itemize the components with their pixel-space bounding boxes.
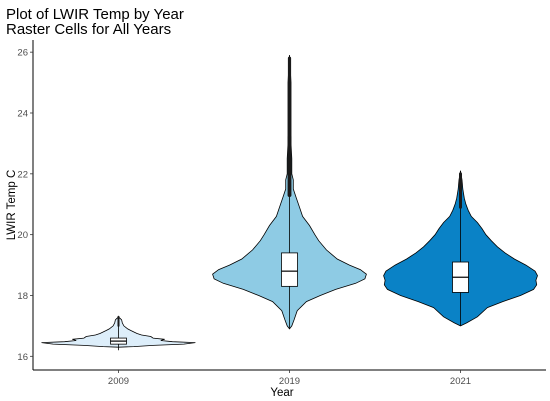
x-tick-label: 2019: [279, 376, 300, 387]
chart-title: Plot of LWIR Temp by Year: [6, 6, 184, 23]
x-tick-label: 2009: [108, 376, 129, 387]
y-tick-label: 18: [17, 291, 28, 302]
boxplot-layer: [110, 55, 469, 351]
chart-subtitle: Raster Cells for All Years: [6, 21, 172, 38]
y-axis-ticks: 16 18 20 22 24 26: [17, 48, 33, 363]
y-tick-label: 20: [17, 230, 28, 241]
box-2019: [281, 252, 298, 287]
y-axis-title: LWIR Temp C: [6, 170, 18, 241]
x-tick-label: 2021: [450, 376, 471, 387]
x-axis-ticks: 2009 2019 2021: [108, 370, 471, 387]
y-tick-label: 26: [17, 48, 28, 59]
y-tick-label: 24: [17, 108, 28, 119]
y-tick-label: 22: [17, 169, 28, 180]
x-axis-title: Year: [270, 387, 293, 399]
y-tick-label: 16: [17, 352, 28, 363]
